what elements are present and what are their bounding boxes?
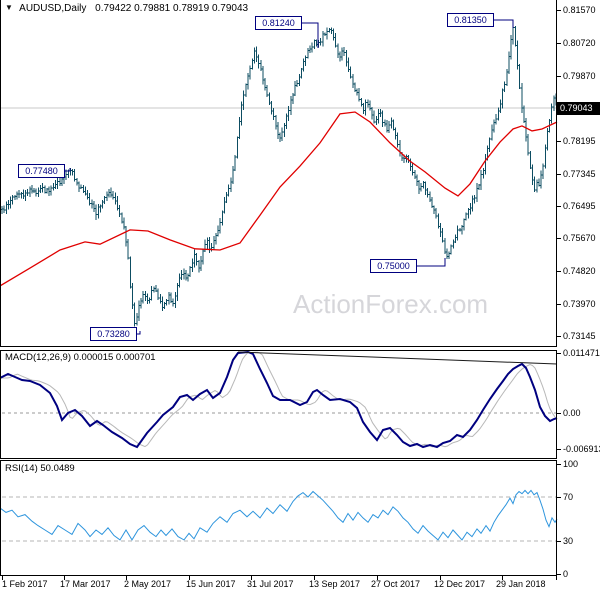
date-label: 1 Feb 2017 xyxy=(2,579,48,589)
macd-axis-label-tick xyxy=(557,449,561,450)
date-axis-tick xyxy=(2,576,3,580)
date-label: 2 May 2017 xyxy=(124,579,172,589)
macd-axis-label-tick xyxy=(557,353,561,354)
date-label: 12 Dec 2017 xyxy=(434,579,486,589)
rsi-axis-label: 70 xyxy=(563,491,574,502)
chart-ohlc-values: 0.79422 0.79881 0.78919 0.79043 xyxy=(95,3,249,14)
price-axis-label-tick xyxy=(557,271,561,272)
rsi-indicator-label: RSI(14) 50.0489 xyxy=(5,463,75,474)
price-axis-label: 0.81570 xyxy=(563,4,596,15)
rsi-axis-label: 30 xyxy=(563,535,574,546)
date-label: 17 Mar 2017 xyxy=(60,579,111,589)
price-axis-label-tick xyxy=(557,174,561,175)
macd-axis-label: -0.006913 xyxy=(563,443,600,454)
price-axis-label: 0.75670 xyxy=(563,232,596,243)
date-axis-tick xyxy=(251,576,252,580)
macd-axis-label: 0.00 xyxy=(563,407,581,418)
date-axis-tick xyxy=(126,576,127,580)
date-axis-tick xyxy=(556,576,557,580)
price-axis-label-tick xyxy=(557,10,561,11)
price-axis-label-tick xyxy=(557,206,561,207)
price-axis-label: 0.80720 xyxy=(563,37,596,48)
date-axis-tick xyxy=(64,576,65,580)
current-price-label: 0.79043 xyxy=(557,102,600,115)
price-axis-label: 0.78195 xyxy=(563,135,596,146)
date-axis-tick xyxy=(377,576,378,580)
chart-title: ▼ AUDUSD,Daily 0.79422 0.79881 0.78919 0… xyxy=(5,3,248,14)
date-label: 15 Jun 2017 xyxy=(186,579,236,589)
price-axis-label: 0.79870 xyxy=(563,70,596,81)
price-axis-label-tick xyxy=(557,43,561,44)
date-axis-tick xyxy=(440,576,441,580)
price-axis-label-tick xyxy=(557,238,561,239)
price-axis-label: 0.76495 xyxy=(563,200,596,211)
price-annotation: 0.75000 xyxy=(370,259,417,273)
rsi-axis-label-tick xyxy=(557,464,561,465)
rsi-axis-label-tick xyxy=(557,497,561,498)
price-annotation: 0.81350 xyxy=(447,13,494,27)
price-axis-label-tick xyxy=(557,76,561,77)
price-annotation: 0.77480 xyxy=(18,164,65,178)
chart-symbol-label: AUDUSD,Daily xyxy=(19,3,87,14)
symbol-dropdown-icon[interactable]: ▼ xyxy=(5,3,13,12)
rsi-axis-label: 0 xyxy=(563,568,569,579)
price-axis-label: 0.77345 xyxy=(563,168,596,179)
date-label: 13 Sep 2017 xyxy=(309,579,361,589)
macd-axis-label-tick xyxy=(557,413,561,414)
price-annotation: 0.73280 xyxy=(90,327,137,341)
price-axis-label-tick xyxy=(557,336,561,337)
macd-indicator-label: MACD(12,26,9) 0.000015 0.000701 xyxy=(5,352,156,363)
date-axis-tick xyxy=(189,576,190,580)
macd-axis-label: 0.011471 xyxy=(563,347,600,358)
rsi-axis-label: 100 xyxy=(563,458,579,469)
watermark: ActionForex.com xyxy=(293,289,489,319)
date-label: 27 Oct 2017 xyxy=(371,579,421,589)
rsi-axis-label-tick xyxy=(557,541,561,542)
price-axis-label-tick xyxy=(557,141,561,142)
price-axis-label: 0.73145 xyxy=(563,330,596,341)
date-label: 31 Jul 2017 xyxy=(247,579,294,589)
price-axis-label: 0.73970 xyxy=(563,298,596,309)
rsi-axis-label-tick xyxy=(557,574,561,575)
date-axis-tick xyxy=(502,576,503,580)
price-axis-label: 0.74820 xyxy=(563,265,596,276)
date-label: 29 Jan 2018 xyxy=(496,579,546,589)
date-axis-tick xyxy=(314,576,315,580)
price-annotation: 0.81240 xyxy=(255,16,302,30)
price-axis-label-tick xyxy=(557,304,561,305)
